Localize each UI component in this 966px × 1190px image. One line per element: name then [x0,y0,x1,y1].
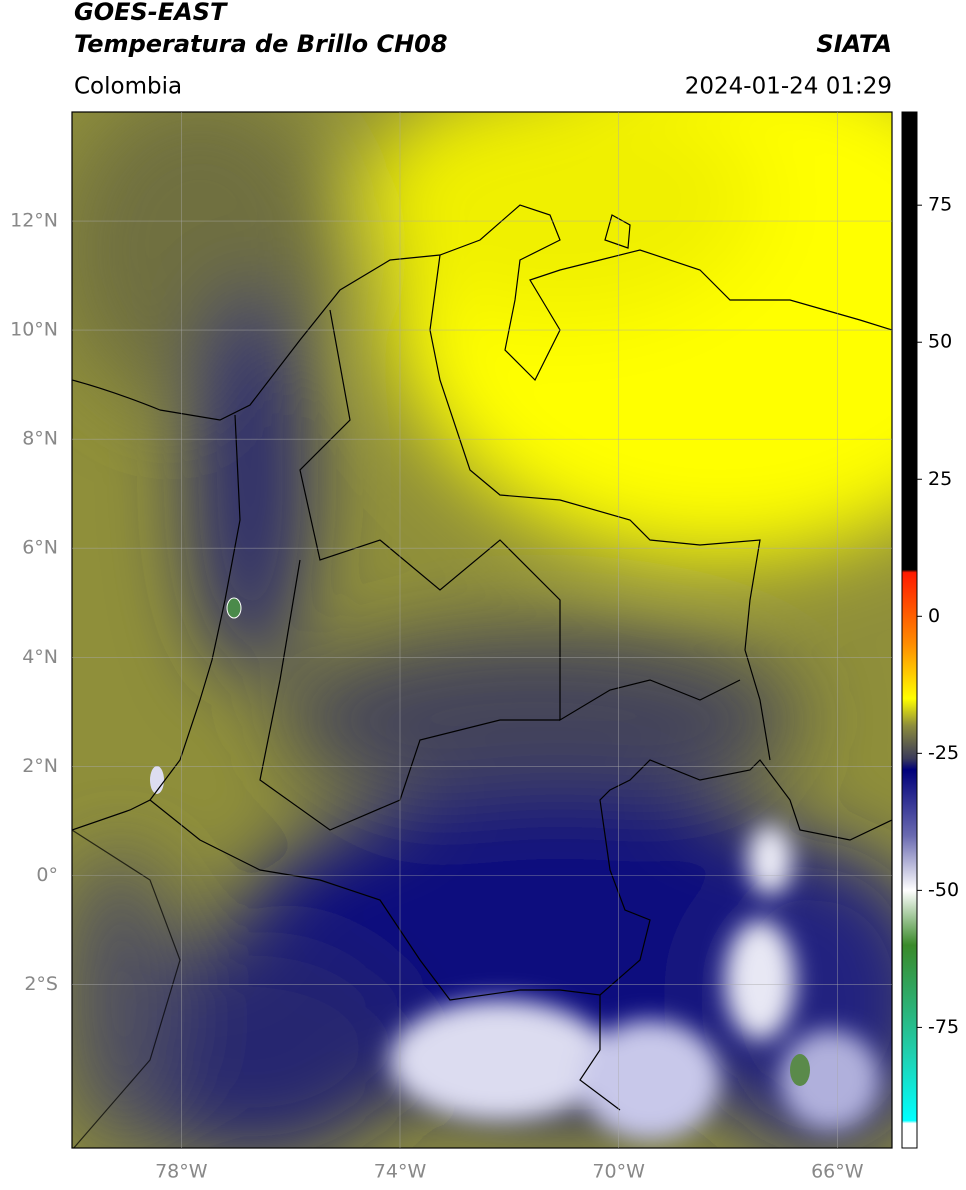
y-tick-label: 12°N [10,210,58,232]
satellite-image [72,112,892,1148]
x-tick-label: 74°W [374,1161,427,1183]
y-tick-label: 4°N [22,646,58,668]
y-tick-label: 10°N [10,319,58,341]
colorbar-tick-label: -75 [928,1016,959,1038]
y-tick-label: 8°N [22,428,58,450]
x-tick-label: 78°W [155,1161,208,1183]
title-line1: GOES-EAST [74,0,228,26]
y-tick-label: 0° [36,864,58,886]
y-tick-label: 2°S [24,973,58,995]
map-frame [71,111,893,1149]
x-tick-label: 66°W [811,1161,864,1183]
datetime: 2024-01-24 01:29 [685,74,892,100]
source: SIATA [816,30,892,58]
region: Colombia [74,74,182,100]
x-tick-label: 70°W [592,1161,645,1183]
colorbar [901,111,918,1149]
y-tick-label: 6°N [22,537,58,559]
colorbar-tick-label: 75 [928,194,952,216]
colorbar-tick-label: -25 [928,742,959,764]
colorbar-tick-label: -50 [928,879,959,901]
colorbar-tick-label: 0 [928,605,940,627]
y-tick-label: 2°N [22,755,58,777]
colorbar-tick-label: 50 [928,331,952,353]
colorbar-tick-label: 25 [928,468,952,490]
title-line2: Temperatura de Brillo CH08 [74,30,448,58]
